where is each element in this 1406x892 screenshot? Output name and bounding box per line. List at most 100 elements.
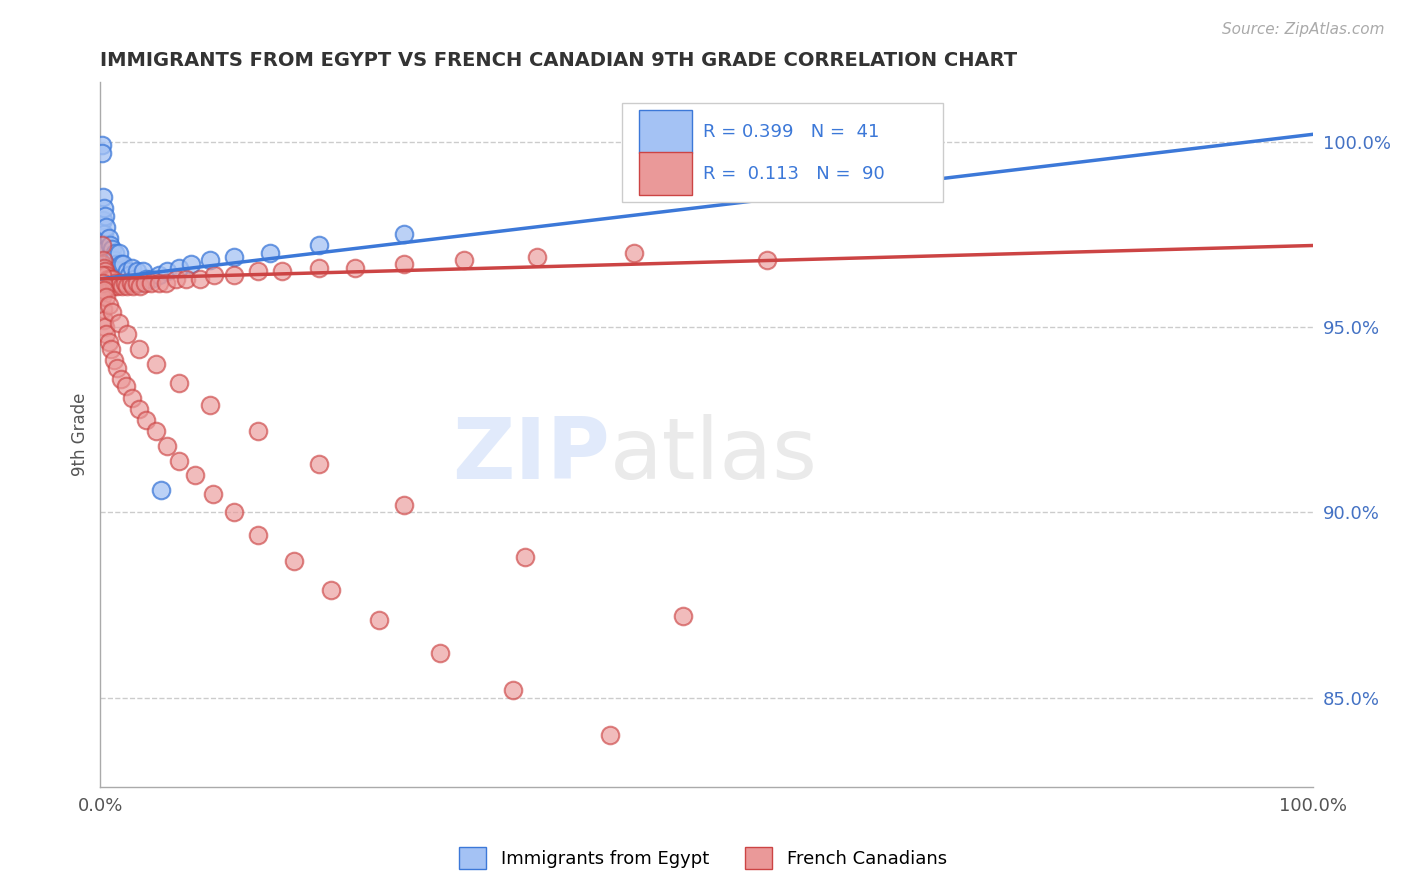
Point xyxy=(129,279,152,293)
Point xyxy=(112,257,135,271)
Point xyxy=(135,272,157,286)
Point xyxy=(107,317,129,331)
Point xyxy=(502,683,524,698)
Point xyxy=(392,257,415,271)
Point xyxy=(104,276,127,290)
Point xyxy=(91,212,114,227)
Point xyxy=(368,613,391,627)
FancyBboxPatch shape xyxy=(638,153,692,195)
Point xyxy=(141,272,163,286)
Point xyxy=(91,190,114,204)
Point xyxy=(283,554,305,568)
Text: ZIP: ZIP xyxy=(453,414,610,497)
Point xyxy=(128,343,150,357)
Point xyxy=(105,279,128,293)
Point xyxy=(110,257,132,271)
Point xyxy=(103,353,125,368)
Point xyxy=(150,483,173,498)
Point xyxy=(97,334,120,349)
Point xyxy=(107,246,129,260)
Point xyxy=(94,209,117,223)
Point xyxy=(155,276,177,290)
Point xyxy=(98,238,121,252)
Point xyxy=(90,138,112,153)
Point xyxy=(94,320,117,334)
Point xyxy=(115,279,138,293)
Point xyxy=(98,272,121,286)
Point xyxy=(308,238,330,252)
Point xyxy=(392,498,415,512)
Point xyxy=(145,424,167,438)
Point xyxy=(94,238,117,252)
Point xyxy=(271,264,294,278)
Point xyxy=(101,272,124,286)
Point xyxy=(453,253,475,268)
Point xyxy=(110,372,132,386)
Point xyxy=(202,487,225,501)
Point xyxy=(97,253,120,268)
Point xyxy=(308,457,330,471)
Point xyxy=(222,268,245,282)
Point xyxy=(97,231,120,245)
Point xyxy=(96,327,118,342)
Point xyxy=(756,253,779,268)
Point xyxy=(167,453,190,467)
Point xyxy=(188,272,211,286)
FancyBboxPatch shape xyxy=(638,111,692,153)
Point xyxy=(247,527,270,541)
Point xyxy=(96,219,118,234)
Point xyxy=(111,279,134,293)
Point xyxy=(198,253,221,268)
Point xyxy=(319,583,342,598)
Point xyxy=(90,290,112,304)
Point xyxy=(180,257,202,271)
Point xyxy=(114,379,136,393)
Point xyxy=(121,260,143,275)
Point xyxy=(247,264,270,278)
Text: R =  0.113   N =  90: R = 0.113 N = 90 xyxy=(703,165,884,183)
Point xyxy=(114,276,136,290)
Point xyxy=(222,506,245,520)
Text: R = 0.399   N =  41: R = 0.399 N = 41 xyxy=(703,123,880,141)
Point xyxy=(104,246,127,260)
Point xyxy=(90,268,112,282)
Point xyxy=(167,376,190,390)
Point xyxy=(167,260,190,275)
Point xyxy=(93,227,115,242)
Point xyxy=(671,609,693,624)
Point xyxy=(148,268,170,282)
Point xyxy=(100,279,122,293)
Point xyxy=(125,276,148,290)
Point xyxy=(148,276,170,290)
Point xyxy=(105,257,128,271)
Point xyxy=(247,424,270,438)
Point xyxy=(599,728,621,742)
Point xyxy=(259,246,281,260)
Point xyxy=(97,272,120,286)
Point xyxy=(125,264,148,278)
Point xyxy=(96,242,118,256)
Point xyxy=(115,327,138,342)
Point xyxy=(132,264,155,278)
Point xyxy=(94,264,117,278)
Point xyxy=(91,301,114,316)
Point xyxy=(101,305,124,319)
Text: IMMIGRANTS FROM EGYPT VS FRENCH CANADIAN 9TH GRADE CORRELATION CHART: IMMIGRANTS FROM EGYPT VS FRENCH CANADIAN… xyxy=(100,51,1018,70)
Point xyxy=(91,276,114,290)
Point xyxy=(114,272,136,286)
Point xyxy=(513,549,536,564)
Y-axis label: 9th Grade: 9th Grade xyxy=(72,392,89,476)
Point xyxy=(128,401,150,416)
Point xyxy=(176,272,198,286)
Point xyxy=(134,276,156,290)
Point xyxy=(97,298,120,312)
Point xyxy=(198,398,221,412)
Point xyxy=(93,283,115,297)
Point xyxy=(115,264,138,278)
Point xyxy=(145,357,167,371)
Point xyxy=(156,439,179,453)
Point xyxy=(141,276,163,290)
Point xyxy=(122,279,145,293)
FancyBboxPatch shape xyxy=(621,103,943,202)
Text: Source: ZipAtlas.com: Source: ZipAtlas.com xyxy=(1222,22,1385,37)
